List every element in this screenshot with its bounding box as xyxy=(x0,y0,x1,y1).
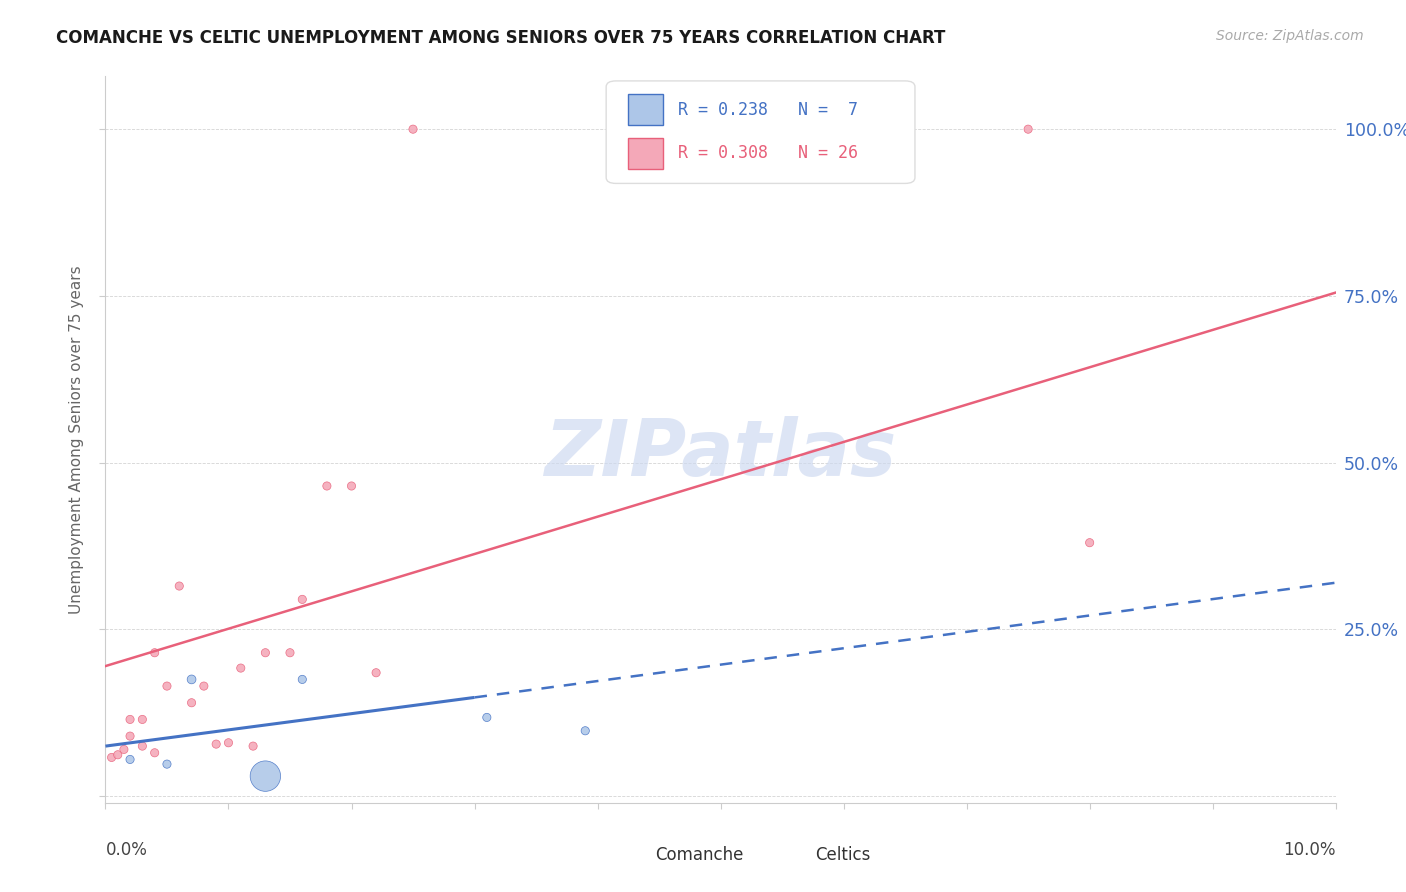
Point xyxy=(1078,535,1101,549)
Point xyxy=(242,739,264,753)
Text: 10.0%: 10.0% xyxy=(1284,841,1336,860)
Point xyxy=(402,122,425,136)
Point xyxy=(131,713,153,727)
Point xyxy=(107,747,129,762)
Text: Celtics: Celtics xyxy=(815,847,870,864)
Point xyxy=(218,736,240,750)
Text: COMANCHE VS CELTIC UNEMPLOYMENT AMONG SENIORS OVER 75 YEARS CORRELATION CHART: COMANCHE VS CELTIC UNEMPLOYMENT AMONG SE… xyxy=(56,29,946,46)
Point xyxy=(193,679,215,693)
Bar xyxy=(776,844,803,867)
Point xyxy=(340,479,363,493)
Point xyxy=(315,479,337,493)
Point xyxy=(156,757,179,772)
Point xyxy=(574,723,596,738)
Point xyxy=(205,737,228,751)
Point xyxy=(169,579,191,593)
Point xyxy=(112,742,135,756)
Point xyxy=(120,752,141,766)
Bar xyxy=(628,138,662,169)
Point xyxy=(229,661,252,675)
FancyBboxPatch shape xyxy=(606,81,915,184)
Point xyxy=(180,673,202,687)
Text: ZIPatlas: ZIPatlas xyxy=(544,416,897,491)
Point xyxy=(120,729,141,743)
Y-axis label: Unemployment Among Seniors over 75 years: Unemployment Among Seniors over 75 years xyxy=(69,265,84,614)
Text: R = 0.308   N = 26: R = 0.308 N = 26 xyxy=(678,145,858,162)
Text: Comanche: Comanche xyxy=(655,847,744,864)
Point xyxy=(100,750,122,764)
Bar xyxy=(628,95,662,125)
Point xyxy=(278,646,301,660)
Point xyxy=(131,739,153,753)
Point xyxy=(1017,122,1039,136)
Text: R = 0.238   N =  7: R = 0.238 N = 7 xyxy=(678,101,858,119)
Point xyxy=(254,769,277,783)
Point xyxy=(291,592,314,607)
Point xyxy=(254,646,277,660)
Point xyxy=(156,679,179,693)
Point xyxy=(143,646,166,660)
Text: 0.0%: 0.0% xyxy=(105,841,148,860)
Point xyxy=(180,696,202,710)
Point xyxy=(366,665,388,680)
Point xyxy=(143,746,166,760)
Bar xyxy=(616,844,643,867)
Point xyxy=(475,710,498,724)
Text: Source: ZipAtlas.com: Source: ZipAtlas.com xyxy=(1216,29,1364,43)
Point xyxy=(291,673,314,687)
Point xyxy=(120,713,141,727)
